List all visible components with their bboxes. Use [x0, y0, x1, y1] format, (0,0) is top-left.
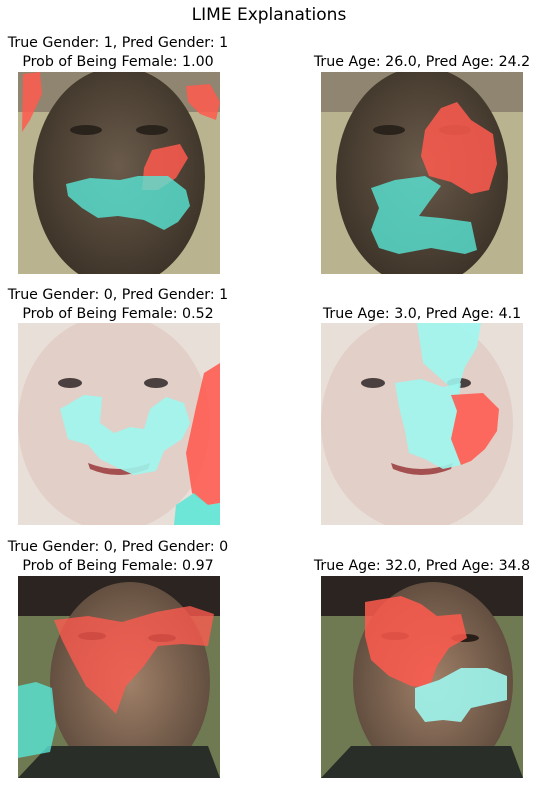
title-line-1: True Age: 3.0, Pred Age: 4.1 [322, 306, 522, 322]
title-line-1: True Gender: 0, Pred Gender: 0 [7, 539, 229, 555]
panel-title-r2c2: True Age: 3.0, Pred Age: 4.1 [308, 305, 536, 324]
panel-title-r1c1: True Gender: 1, Pred Gender: 1 Prob of B… [6, 34, 230, 72]
title-line-2: Prob of Being Female: 0.52 [22, 306, 214, 322]
lime-image-age-3 [321, 576, 523, 778]
title-line-1: True Gender: 0, Pred Gender: 1 [7, 287, 229, 303]
title-line-2: Prob of Being Female: 0.97 [22, 558, 214, 574]
title-line-2: Prob of Being Female: 1.00 [22, 54, 214, 70]
title-line-1: True Gender: 1, Pred Gender: 1 [7, 35, 229, 51]
lime-image-gender-3 [18, 576, 220, 778]
lime-image-gender-2 [18, 323, 220, 525]
figure-title: LIME Explanations [191, 5, 347, 25]
lime-image-gender-1 [18, 72, 220, 274]
panel-title-r3c2: True Age: 32.0, Pred Age: 34.8 [308, 557, 536, 576]
panel-title-r2c1: True Gender: 0, Pred Gender: 1 Prob of B… [6, 286, 230, 324]
lime-image-age-2 [321, 323, 523, 525]
panel-title-r3c1: True Gender: 0, Pred Gender: 0 Prob of B… [6, 538, 230, 576]
lime-image-age-1 [321, 72, 523, 274]
panel-title-r1c2: True Age: 26.0, Pred Age: 24.2 [308, 53, 536, 72]
title-line-1: True Age: 26.0, Pred Age: 24.2 [313, 54, 531, 70]
title-line-1: True Age: 32.0, Pred Age: 34.8 [313, 558, 531, 574]
